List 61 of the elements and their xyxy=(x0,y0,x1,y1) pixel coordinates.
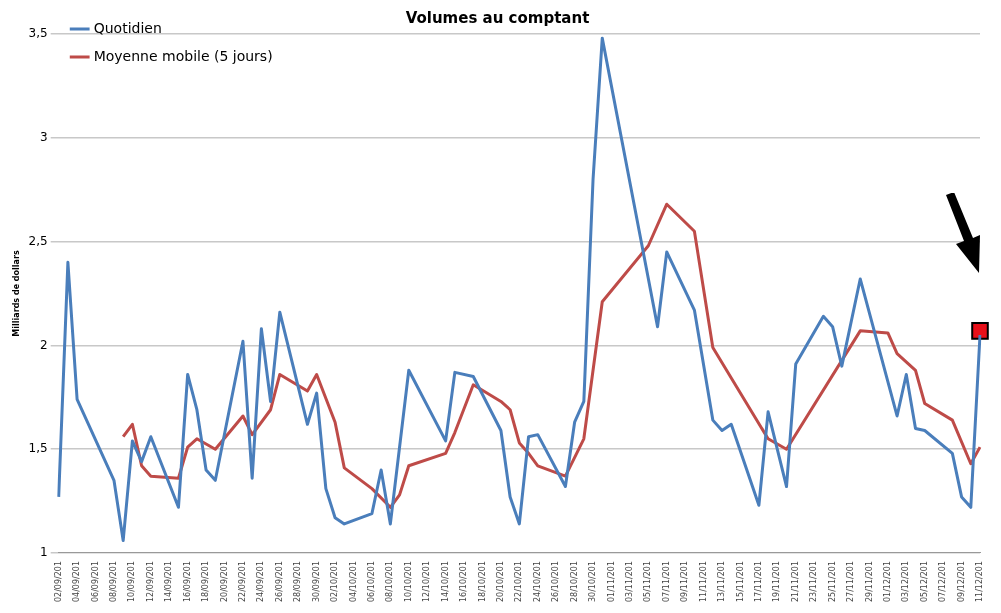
x-tick-label: 28/09/201 xyxy=(293,560,303,603)
y-tick-label: 3,5 xyxy=(28,26,48,41)
x-tick-label: 11/12/201 xyxy=(975,560,985,603)
x-tick-label: 06/10/201 xyxy=(367,560,377,603)
x-tick-label: 21/11/201 xyxy=(790,560,800,603)
x-tick-label: 30/10/201 xyxy=(588,560,598,603)
x-tick-label: 05/12/201 xyxy=(919,560,929,603)
x-tick-label: 17/11/201 xyxy=(753,560,763,603)
chart-title: Volumes au comptant xyxy=(405,8,590,27)
x-tick-label: 18/09/201 xyxy=(201,560,211,603)
x-tick-label: 10/10/201 xyxy=(403,560,413,603)
y-axis-title: Milliards de dollars xyxy=(11,250,21,337)
x-tick-label: 09/12/201 xyxy=(956,560,966,603)
x-tick-label: 30/09/201 xyxy=(311,560,321,603)
x-tick-label: 07/12/201 xyxy=(938,560,948,603)
x-tick-label: 09/11/201 xyxy=(680,560,690,603)
legend-label: Quotidien xyxy=(93,19,162,36)
x-tick-label: 22/09/201 xyxy=(238,560,248,603)
x-tick-label: 06/09/201 xyxy=(90,560,100,603)
x-tick-label: 29/11/201 xyxy=(864,560,874,603)
x-tick-label: 10/09/201 xyxy=(127,560,137,603)
x-tick-label: 16/09/201 xyxy=(182,560,192,603)
x-tick-label: 26/10/201 xyxy=(551,560,561,603)
y-tick-label: 2 xyxy=(40,337,48,352)
x-tick-label: 22/10/201 xyxy=(514,560,524,603)
x-tick-label: 08/09/201 xyxy=(109,560,119,603)
x-tick-label: 05/11/201 xyxy=(643,560,653,603)
x-tick-label: 01/12/201 xyxy=(882,560,892,603)
x-tick-label: 20/09/201 xyxy=(219,560,229,603)
x-tick-label: 03/12/201 xyxy=(901,560,911,603)
x-tick-label: 18/10/201 xyxy=(477,560,487,603)
x-tick-label: 07/11/201 xyxy=(661,560,671,603)
x-tick-label: 16/10/201 xyxy=(459,560,469,603)
legend-label: Moyenne mobile (5 jours) xyxy=(93,47,273,64)
x-tick-label: 03/11/201 xyxy=(624,560,634,603)
x-tick-label: 23/11/201 xyxy=(809,560,819,603)
x-tick-label: 27/11/201 xyxy=(846,560,856,603)
x-tick-label: 12/09/201 xyxy=(145,560,155,603)
x-tick-label: 08/10/201 xyxy=(385,560,395,603)
y-tick-label: 2,5 xyxy=(28,233,48,248)
x-tick-label: 15/11/201 xyxy=(735,560,745,603)
y-tick-label: 3 xyxy=(40,129,48,144)
x-tick-label: 11/11/201 xyxy=(698,560,708,603)
x-tick-label: 24/09/201 xyxy=(256,560,266,603)
x-tick-label: 25/11/201 xyxy=(827,560,837,603)
x-tick-label: 02/09/201 xyxy=(53,560,63,603)
x-tick-label: 24/10/201 xyxy=(532,560,542,603)
x-tick-label: 01/11/201 xyxy=(606,560,616,603)
y-tick-label: 1 xyxy=(40,545,48,560)
x-tick-label: 02/10/201 xyxy=(330,560,340,603)
x-tick-label: 19/11/201 xyxy=(772,560,782,603)
x-tick-label: 13/11/201 xyxy=(717,560,727,603)
x-tick-label: 04/10/201 xyxy=(348,560,358,603)
x-tick-label: 26/09/201 xyxy=(274,560,284,603)
x-tick-label: 04/09/201 xyxy=(72,560,82,603)
x-tick-label: 28/10/201 xyxy=(569,560,579,603)
x-tick-label: 20/10/201 xyxy=(495,560,505,603)
x-tick-label: 12/10/201 xyxy=(422,560,432,603)
y-tick-label: 1,5 xyxy=(28,441,48,456)
x-tick-label: 14/10/201 xyxy=(440,560,450,603)
x-tick-label: 14/09/201 xyxy=(164,560,174,603)
